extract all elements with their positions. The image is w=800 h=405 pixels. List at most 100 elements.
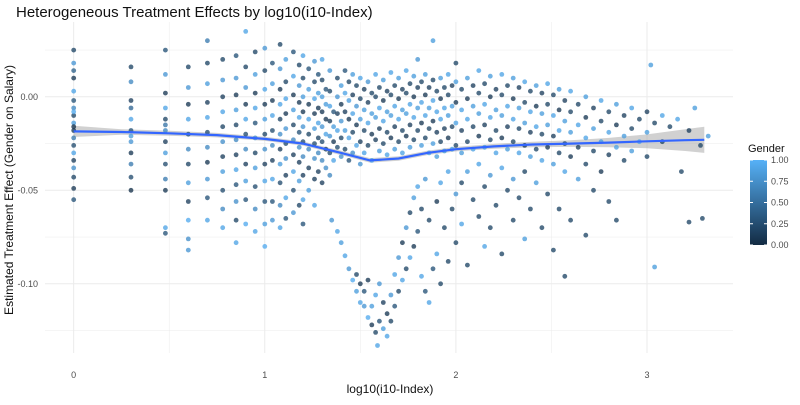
scatter-point	[243, 117, 248, 122]
scatter-point	[408, 210, 413, 215]
scatter-point	[511, 96, 516, 101]
scatter-point	[262, 87, 267, 92]
scatter-point	[343, 91, 348, 96]
scatter-point	[377, 149, 382, 154]
scatter-point	[253, 50, 258, 55]
scatter-point	[419, 100, 424, 105]
scatter-point	[706, 134, 711, 139]
y-axis-ticks: -0.10-0.050.00	[17, 92, 38, 289]
scatter-point	[234, 240, 239, 245]
scatter-point	[316, 151, 321, 156]
scatter-point	[423, 113, 428, 118]
scatter-point	[354, 272, 359, 277]
scatter-point	[545, 192, 550, 197]
scatter-point	[385, 311, 390, 316]
scatter-point	[545, 145, 550, 150]
scatter-point	[327, 68, 332, 73]
scatter-point	[438, 96, 443, 101]
scatter-point	[568, 130, 573, 135]
scatter-point	[335, 128, 340, 133]
scatter-point	[396, 76, 401, 81]
scatter-point	[450, 207, 455, 212]
scatter-point	[606, 130, 611, 135]
scatter-point	[431, 266, 436, 271]
scatter-point	[320, 124, 325, 129]
scatter-point	[291, 152, 296, 157]
scatter-point	[454, 143, 459, 148]
scatter-point	[482, 81, 487, 86]
scatter-point	[163, 72, 168, 77]
scatter-point	[454, 79, 459, 84]
scatter-point	[482, 102, 487, 107]
scatter-point	[262, 199, 267, 204]
scatter-point	[465, 263, 470, 268]
scatter-point	[505, 83, 510, 88]
scatter-point	[253, 207, 258, 212]
scatter-point	[306, 147, 311, 152]
scatter-point	[297, 203, 302, 208]
scatter-point	[434, 252, 439, 257]
scatter-point	[283, 156, 288, 161]
scatter-point	[499, 93, 504, 98]
scatter-point	[551, 134, 556, 139]
legend: Gender 0.000.250.500.751.00	[748, 143, 789, 250]
scatter-point	[442, 85, 447, 90]
scatter-point	[517, 151, 522, 156]
scatter-point	[583, 233, 588, 238]
scatter-point	[163, 123, 168, 128]
scatter-point	[278, 42, 283, 47]
scatter-point	[262, 68, 267, 73]
scatter-point	[335, 76, 340, 81]
scatter-point	[312, 126, 317, 131]
scatter-point	[446, 136, 451, 141]
scatter-point	[186, 248, 191, 253]
scatter-point	[614, 145, 619, 150]
scatter-point	[270, 177, 275, 182]
scatter-point	[396, 289, 401, 294]
scatter-point	[471, 197, 476, 202]
scatter-point	[446, 259, 451, 264]
scatter-point	[234, 199, 239, 204]
scatter-point	[129, 98, 134, 103]
scatter-point	[220, 225, 225, 230]
scatter-point	[301, 53, 306, 58]
scatter-point	[339, 102, 344, 107]
scatter-point	[205, 38, 210, 43]
scatter-point	[343, 147, 348, 152]
scatter-point	[320, 57, 325, 62]
scatter-point	[568, 89, 573, 94]
scatter-point	[163, 117, 168, 122]
scatter-point	[562, 98, 567, 103]
scatter-point	[517, 85, 522, 90]
scatter-point	[408, 81, 413, 86]
scatter-point	[291, 108, 296, 113]
scatter-point	[450, 124, 455, 129]
scatter-point	[381, 119, 386, 124]
scatter-point	[243, 179, 248, 184]
scatter-point	[400, 128, 405, 133]
scatter-point	[339, 240, 344, 245]
scatter-point	[312, 59, 317, 64]
scatter-point	[220, 124, 225, 129]
scatter-point	[591, 149, 596, 154]
scatter-point	[629, 106, 634, 111]
scatter-point	[454, 100, 459, 105]
scatter-point	[438, 117, 443, 122]
scatter-point	[522, 237, 527, 242]
scatter-point	[551, 93, 556, 98]
scatter-point	[557, 87, 562, 92]
scatter-point	[366, 121, 371, 126]
scatter-point	[358, 96, 363, 101]
scatter-point	[465, 76, 470, 81]
scatter-point	[494, 128, 499, 133]
scatter-point	[129, 65, 134, 70]
scatter-point	[71, 151, 76, 156]
scatter-point	[312, 177, 317, 182]
scatter-point	[408, 255, 413, 260]
scatter-point	[675, 117, 680, 122]
scatter-point	[270, 199, 275, 204]
scatter-point	[392, 272, 397, 277]
scatter-point	[335, 145, 340, 150]
scatter-point	[297, 115, 302, 120]
